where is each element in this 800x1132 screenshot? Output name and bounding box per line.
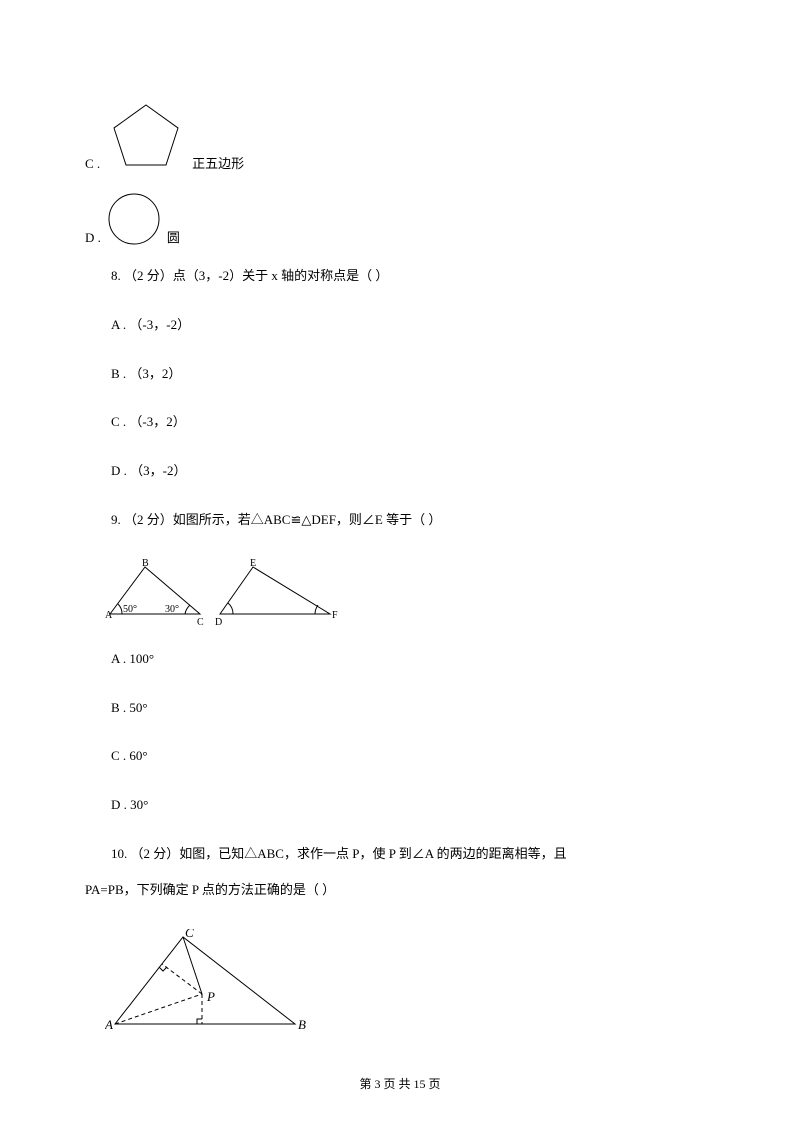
right-angle-bottom	[197, 1019, 202, 1024]
option-d-prefix: D .	[85, 230, 101, 246]
q8-option-c: C . （-3，2）	[85, 412, 715, 433]
pentagon-icon	[106, 100, 186, 172]
label-b-q10: B	[298, 1017, 306, 1032]
label-d: D	[215, 617, 222, 628]
angle-c-arc	[185, 605, 190, 614]
label-a: A	[105, 610, 113, 621]
triangle-point-p-icon: A B C P	[105, 929, 315, 1034]
angle-d-arc	[228, 603, 233, 614]
dash-ap	[115, 994, 202, 1024]
option-c-prefix: C .	[85, 156, 100, 172]
q9-option-a: A . 100°	[85, 649, 715, 670]
right-angle-ac	[159, 967, 167, 971]
circle-shape	[109, 194, 159, 244]
line-cp	[183, 937, 202, 994]
label-angle-30: 30°	[165, 604, 179, 615]
dash-p-to-ac	[162, 964, 202, 994]
congruent-triangles-icon: A B C 50° 30° D E F	[105, 559, 345, 629]
q8-option-d: D . （3，-2）	[85, 461, 715, 482]
label-p-q10: P	[206, 989, 215, 1004]
angle-f-arc	[315, 605, 318, 614]
pentagon-shape	[114, 105, 178, 165]
option-d-label: 圆	[167, 227, 180, 246]
page-footer: 第 3 页 共 15 页	[0, 1075, 800, 1092]
label-e: E	[250, 559, 256, 569]
label-angle-50: 50°	[123, 604, 137, 615]
q9-option-b: B . 50°	[85, 698, 715, 719]
label-b: B	[142, 559, 149, 569]
option-c-label: 正五边形	[192, 153, 244, 172]
option-c-row: C . 正五边形	[85, 100, 715, 172]
q9-option-d: D . 30°	[85, 795, 715, 816]
label-c: C	[197, 617, 204, 628]
q10-figure: A B C P	[105, 929, 715, 1034]
q8-option-b: B . （3，2）	[85, 364, 715, 385]
label-a-q10: A	[105, 1017, 113, 1032]
label-f: F	[332, 610, 338, 621]
q9-option-c: C . 60°	[85, 746, 715, 767]
circle-icon	[107, 192, 161, 246]
q9-stem: 9. （2 分）如图所示，若△ABC≌△DEF，则∠E 等于（ ）	[85, 510, 715, 531]
q8-option-a: A . （-3，-2）	[85, 315, 715, 336]
q10-stem-line2: PA=PB，下列确定 P 点的方法正确的是（ ）	[85, 880, 715, 901]
q9-figure: A B C 50° 30° D E F	[105, 559, 715, 629]
q8-stem: 8. （2 分）点（3，-2）关于 x 轴的对称点是（ ）	[85, 266, 715, 287]
triangle-def	[220, 567, 330, 614]
option-d-row: D . 圆	[85, 192, 715, 246]
triangle-abc-q10	[115, 937, 295, 1024]
angle-a-arc	[118, 604, 122, 614]
label-c-q10: C	[185, 929, 194, 940]
q10-stem-line1: 10. （2 分）如图，已知△ABC，求作一点 P，使 P 到∠A 的两边的距离…	[85, 844, 715, 865]
